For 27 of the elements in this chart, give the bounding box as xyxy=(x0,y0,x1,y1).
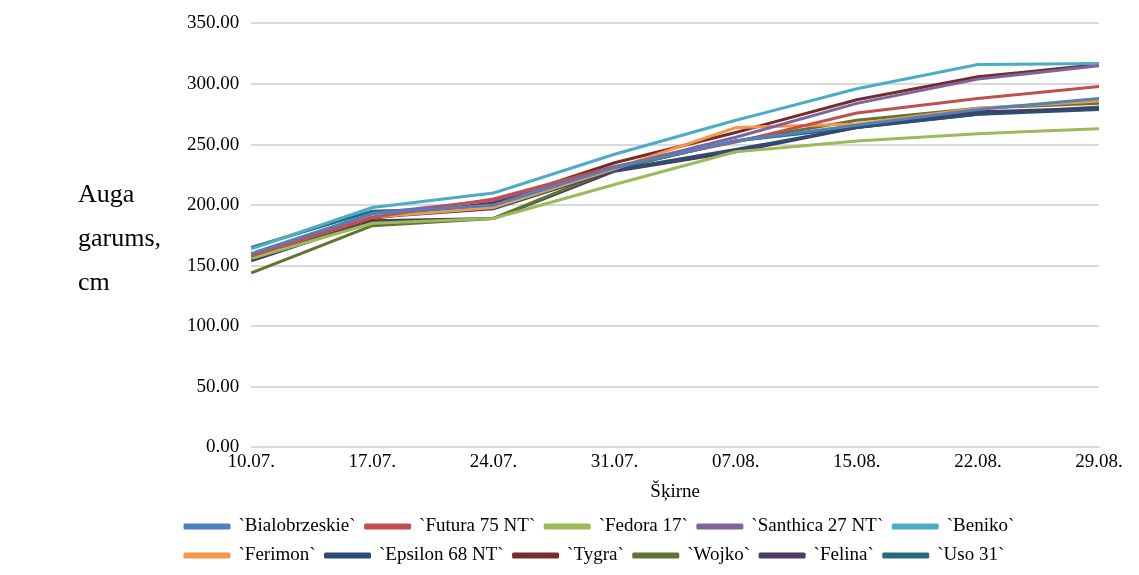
x-tick-label: 17.07. xyxy=(348,449,397,471)
x-tick-label: 24.07. xyxy=(469,449,518,471)
x-tick-label: 15.08. xyxy=(833,449,881,471)
legend-label: `Uso 31` xyxy=(937,543,1005,565)
legend-label: `Bialobrzeskie` xyxy=(238,514,356,536)
legend-label: `Fedora 17` xyxy=(598,514,688,536)
legend-label: `Beniko` xyxy=(946,514,1015,536)
x-tick-label: 07.08. xyxy=(711,449,760,471)
legend-label: `Wojko` xyxy=(687,543,751,565)
legend-label: `Santhica 27 NT` xyxy=(751,514,884,536)
y-tick-label: 300.00 xyxy=(187,71,240,93)
x-tick-label: 22.08. xyxy=(954,449,1002,471)
y-tick-label: 100.00 xyxy=(187,314,240,336)
legend-label: `Tygra` xyxy=(567,543,624,565)
x-axis-title: Šķirne xyxy=(650,479,700,501)
y-tick-label: 350.00 xyxy=(187,11,240,33)
x-tick-label: 29.08. xyxy=(1075,449,1123,471)
x-tick-label: 31.07. xyxy=(590,449,639,471)
y-tick-label: 150.00 xyxy=(187,253,240,275)
legend-label: `Epsilon 68 NT` xyxy=(379,543,504,565)
legend-label: `Felina` xyxy=(813,543,874,565)
legend-label: `Futura 75 NT` xyxy=(419,514,536,536)
y-axis-title: Auga garums, cm xyxy=(78,178,163,298)
legend-label: `Ferimon` xyxy=(238,543,316,565)
y-tick-label: 200.00 xyxy=(187,193,240,215)
y-tick-label: 250.00 xyxy=(187,132,240,154)
y-tick-label: 50.00 xyxy=(196,374,240,396)
